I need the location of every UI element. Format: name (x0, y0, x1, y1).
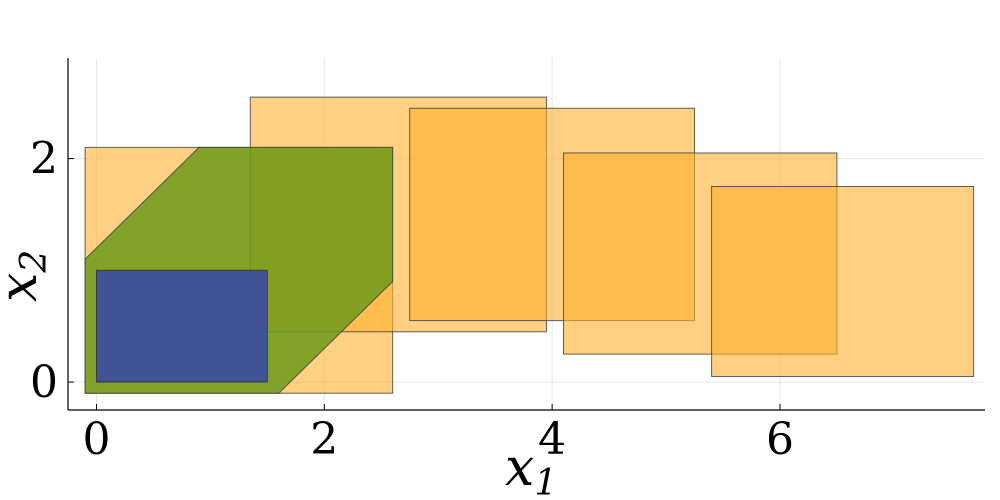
x-axis-label-subscript: 1 (534, 463, 557, 500)
blue-box (95, 269, 268, 383)
y-tick-label: 0 (30, 357, 58, 408)
plot-shapes (84, 96, 975, 394)
y-tick-label: 2 (30, 134, 58, 185)
tick-labels: 0 2 4 6 0 2 (30, 134, 794, 465)
x-tick-label: 4 (538, 414, 566, 465)
orange-box (711, 186, 975, 377)
x-tick-label: 0 (82, 414, 110, 465)
x-tick-label: 6 (766, 414, 794, 465)
axes (67, 58, 985, 411)
y-axis-label-subscript: 2 (14, 250, 55, 274)
y-axis-label: x2 (0, 250, 55, 302)
x-axis-label: x1 (505, 438, 557, 500)
x-tick-label: 2 (310, 414, 338, 465)
